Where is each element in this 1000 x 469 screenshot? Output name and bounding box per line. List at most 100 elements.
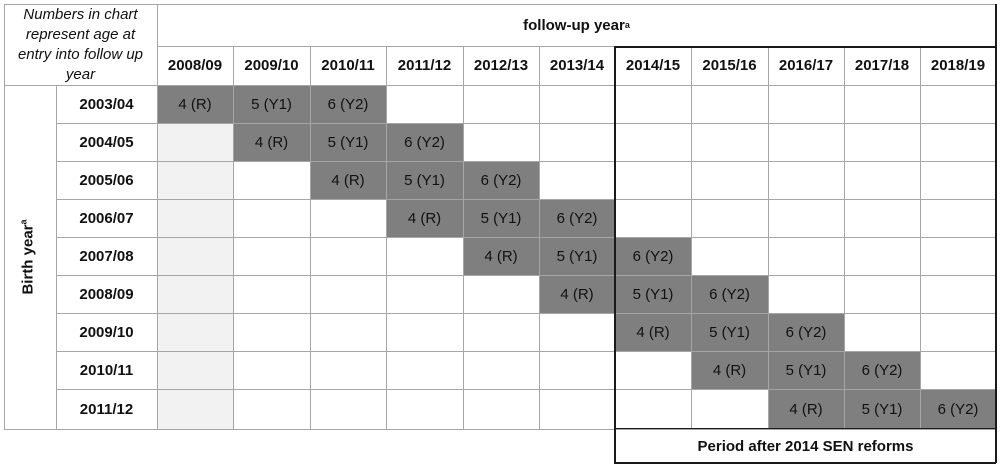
grid-line: [386, 46, 387, 429]
column-header: 2012/13: [473, 57, 529, 74]
age-cell: 5 (Y1): [691, 313, 768, 351]
age-cell: 4 (R): [615, 313, 691, 351]
reform-border: [614, 428, 996, 429]
column-header: 2010/11: [321, 57, 375, 74]
row-header: 2006/07: [79, 209, 134, 227]
column-header: 2011/12: [397, 57, 452, 74]
reform-border: [614, 462, 996, 464]
empty-cell: [233, 313, 310, 351]
empty-cell: [157, 313, 233, 351]
grid-line: [56, 237, 996, 238]
empty-cell: [386, 351, 463, 389]
column-header: 2017/18: [854, 57, 910, 74]
age-cell: 6 (Y2): [539, 199, 615, 237]
age-cell: 6 (Y2): [844, 351, 920, 389]
birth-year-text: Birth year: [20, 224, 38, 295]
empty-cell: [539, 351, 615, 389]
row-header: 2010/11: [79, 361, 134, 379]
empty-cell: [233, 275, 310, 313]
empty-cell: [310, 199, 386, 237]
corner-note: Numbers in chart represent age at entry …: [17, 5, 144, 83]
empty-cell: [844, 85, 920, 123]
empty-cell: [844, 275, 920, 313]
reform-border: [995, 4, 997, 463]
empty-cell: [768, 161, 844, 199]
age-cell: 6 (Y2): [310, 85, 386, 123]
column-header: 2016/17: [778, 57, 834, 74]
grid-line: [920, 46, 921, 429]
empty-cell: [844, 161, 920, 199]
empty-cell: [157, 275, 233, 313]
empty-cell: [386, 85, 463, 123]
empty-cell: [615, 85, 691, 123]
grid-line: [4, 4, 5, 429]
grid-line: [56, 123, 996, 124]
empty-cell: [920, 199, 996, 237]
row-header: 2003/04: [79, 95, 134, 113]
grid-line: [56, 275, 996, 276]
grid-line: [56, 85, 57, 429]
age-cell: 5 (Y1): [844, 389, 920, 429]
empty-cell: [615, 389, 691, 429]
age-cell: 4 (R): [386, 199, 463, 237]
empty-cell: [539, 123, 615, 161]
empty-cell: [768, 199, 844, 237]
row-header: 2011/12: [79, 400, 134, 418]
column-header: 2013/14: [549, 57, 605, 74]
empty-cell: [463, 275, 539, 313]
age-cell: 6 (Y2): [920, 389, 996, 429]
empty-cell: [157, 237, 233, 275]
grid-line: [233, 46, 234, 429]
grid-line: [56, 313, 996, 314]
row-header: 2007/08: [79, 247, 134, 265]
empty-cell: [463, 351, 539, 389]
grid-line: [310, 46, 311, 429]
empty-cell: [844, 123, 920, 161]
empty-cell: [463, 85, 539, 123]
empty-cell: [920, 85, 996, 123]
empty-cell: [920, 275, 996, 313]
row-header: 2009/10: [79, 323, 134, 341]
empty-cell: [920, 123, 996, 161]
column-header: 2014/15: [625, 57, 681, 74]
empty-cell: [463, 123, 539, 161]
column-header: 2008/09: [167, 57, 223, 74]
empty-cell: [386, 237, 463, 275]
row-header: 2004/05: [79, 133, 134, 151]
grid-line: [691, 46, 692, 429]
empty-cell: [386, 389, 463, 429]
age-cell: 4 (R): [768, 389, 844, 429]
age-cell: 5 (Y1): [615, 275, 691, 313]
grid-line: [4, 4, 996, 5]
age-cell: 6 (Y2): [691, 275, 768, 313]
column-header: 2009/10: [244, 57, 299, 74]
age-cell: 4 (R): [691, 351, 768, 389]
empty-cell: [768, 123, 844, 161]
empty-cell: [386, 275, 463, 313]
age-cell: 5 (Y1): [539, 237, 615, 275]
reform-border: [614, 46, 616, 463]
age-cell: 4 (R): [539, 275, 615, 313]
empty-cell: [310, 313, 386, 351]
empty-cell: [691, 237, 768, 275]
birth-year-axis-label: Birth yeara: [0, 85, 56, 429]
empty-cell: [233, 161, 310, 199]
empty-cell: [920, 313, 996, 351]
empty-cell: [844, 199, 920, 237]
age-cell: 6 (Y2): [386, 123, 463, 161]
empty-cell: [691, 389, 768, 429]
empty-cell: [233, 351, 310, 389]
reform-period-label: Period after 2014 SEN reforms: [697, 438, 914, 455]
age-cell: 5 (Y1): [386, 161, 463, 199]
grid-line: [768, 46, 769, 429]
empty-cell: [691, 161, 768, 199]
empty-cell: [463, 313, 539, 351]
follow-up-year-header: follow-up year a: [157, 4, 996, 46]
follow-up-year-label: follow-up year: [523, 16, 625, 34]
grid-line: [4, 85, 996, 86]
age-cell: 6 (Y2): [768, 313, 844, 351]
empty-cell: [539, 85, 615, 123]
empty-cell: [539, 389, 615, 429]
empty-cell: [233, 389, 310, 429]
empty-cell: [768, 85, 844, 123]
